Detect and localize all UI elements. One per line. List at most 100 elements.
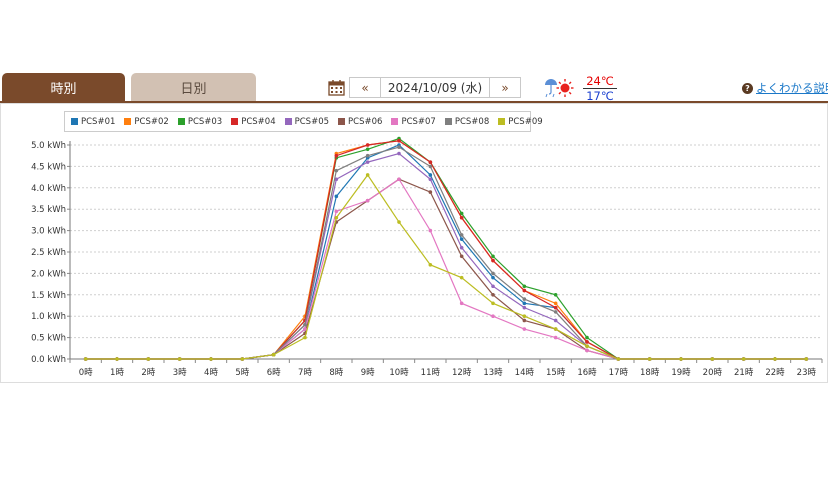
legend-item[interactable]: PCS#05: [284, 117, 329, 127]
legend-swatch: [71, 118, 78, 125]
data-point: [553, 310, 558, 314]
x-tick-label: 22時: [765, 368, 785, 378]
legend-item[interactable]: PCS#01: [71, 117, 115, 127]
data-point: [428, 164, 433, 169]
legend-label: PCS#01: [81, 116, 116, 127]
data-point: [585, 335, 589, 340]
data-point: [522, 297, 527, 301]
series-line-9: [85, 173, 807, 360]
data-point: [334, 153, 339, 158]
data-point: [271, 352, 276, 357]
prev-day-button[interactable]: «: [349, 77, 381, 98]
data-point: [209, 357, 213, 361]
x-tick-label: 7時: [298, 368, 312, 378]
data-point: [491, 293, 495, 297]
legend-item[interactable]: PCS#08: [444, 117, 489, 127]
legend-item[interactable]: PCS#04: [231, 117, 276, 127]
legend-item[interactable]: PCS#03: [177, 116, 223, 127]
x-tick-label: 11時: [421, 368, 441, 378]
data-point: [365, 143, 370, 147]
data-point: [459, 254, 464, 259]
x-tick-label: 15時: [546, 368, 566, 378]
data-point: [303, 327, 307, 331]
data-point: [804, 357, 809, 361]
data-point: [553, 301, 558, 306]
data-point: [522, 284, 527, 289]
y-tick-label: 3.5 kWh: [31, 205, 66, 215]
data-point: [428, 228, 433, 233]
help-link-label[interactable]: よくわかる説明: [756, 81, 828, 95]
legend-label: PCS#07: [401, 116, 436, 127]
rain-sun-icon: [545, 79, 574, 98]
data-point: [522, 318, 527, 323]
data-point: [177, 357, 182, 361]
x-tick-label: 3時: [173, 368, 187, 378]
data-point: [459, 245, 464, 250]
x-tick-label: 2時: [141, 368, 155, 378]
legend-label: PCS#09: [508, 116, 543, 127]
data-point: [428, 173, 433, 177]
x-tick-label: 18時: [640, 368, 660, 378]
legend-swatch: [177, 118, 185, 125]
help-link[interactable]: ? よくわかる説明: [742, 80, 828, 96]
data-point: [522, 305, 527, 310]
y-tick-label: 5.0 kWh: [31, 141, 66, 151]
y-tick-label: 0.5 kWh: [31, 334, 66, 344]
data-point: [491, 258, 495, 263]
y-tick-label: 2.0 kWh: [31, 269, 66, 279]
data-point: [522, 327, 527, 331]
legend-item[interactable]: PCS#09: [498, 116, 543, 127]
data-point: [365, 147, 370, 152]
legend-swatch: [498, 118, 506, 125]
data-point: [491, 284, 495, 289]
legend-label: PCS#06: [348, 116, 383, 127]
data-point: [491, 275, 495, 280]
legend-item[interactable]: PCS#07: [391, 116, 436, 127]
data-point: [303, 322, 307, 327]
calendar-icon[interactable]: [328, 79, 345, 96]
tab-hourly[interactable]: 時別: [2, 73, 125, 101]
y-tick-label: 1.5 kWh: [31, 291, 66, 301]
data-point: [83, 357, 88, 361]
data-point: [679, 357, 683, 361]
y-tick-label: 2.5 kWh: [31, 248, 66, 258]
y-tick-label: 3.0 kWh: [31, 227, 66, 237]
next-day-button[interactable]: »: [489, 77, 521, 98]
data-point: [585, 340, 589, 344]
data-point: [397, 145, 401, 149]
x-tick-label: 4時: [204, 368, 218, 378]
data-point: [522, 288, 527, 293]
data-point: [491, 314, 495, 318]
data-point: [334, 215, 339, 220]
temp-low: 17℃: [583, 88, 617, 103]
data-point: [459, 233, 464, 237]
legend-item[interactable]: PCS#06: [338, 117, 382, 127]
data-point: [522, 301, 527, 306]
data-point: [459, 215, 464, 220]
tab-daily[interactable]: 日別: [131, 73, 256, 101]
legend-swatch: [391, 118, 399, 125]
data-point: [459, 275, 464, 280]
x-tick-label: 8時: [329, 368, 343, 378]
data-point: [710, 357, 715, 361]
series-line-5: [85, 152, 807, 360]
legend-label: PCS#03: [187, 116, 223, 127]
legend-swatch: [444, 118, 452, 125]
chart-legend: PCS#01 PCS#02 PCS#03 PCS#04 PCS#05 PCS#06 PCS#…: [64, 111, 543, 132]
y-tick-label: 4.0 kWh: [31, 184, 66, 194]
data-point: [553, 335, 558, 340]
data-point: [115, 357, 119, 361]
data-point: [397, 220, 401, 224]
legend-label: PCS#02: [134, 116, 169, 127]
legend-item[interactable]: PCS#02: [124, 116, 169, 127]
data-point: [334, 177, 339, 182]
data-point: [459, 211, 464, 216]
tab-underline: [0, 101, 828, 103]
data-point: [522, 314, 527, 318]
x-tick-label: 0時: [79, 368, 93, 378]
temp-high: 24℃: [586, 74, 614, 88]
series-line-2: [85, 140, 807, 360]
x-tick-label: 6時: [267, 368, 281, 378]
data-point: [553, 293, 558, 297]
data-point: [365, 160, 370, 164]
